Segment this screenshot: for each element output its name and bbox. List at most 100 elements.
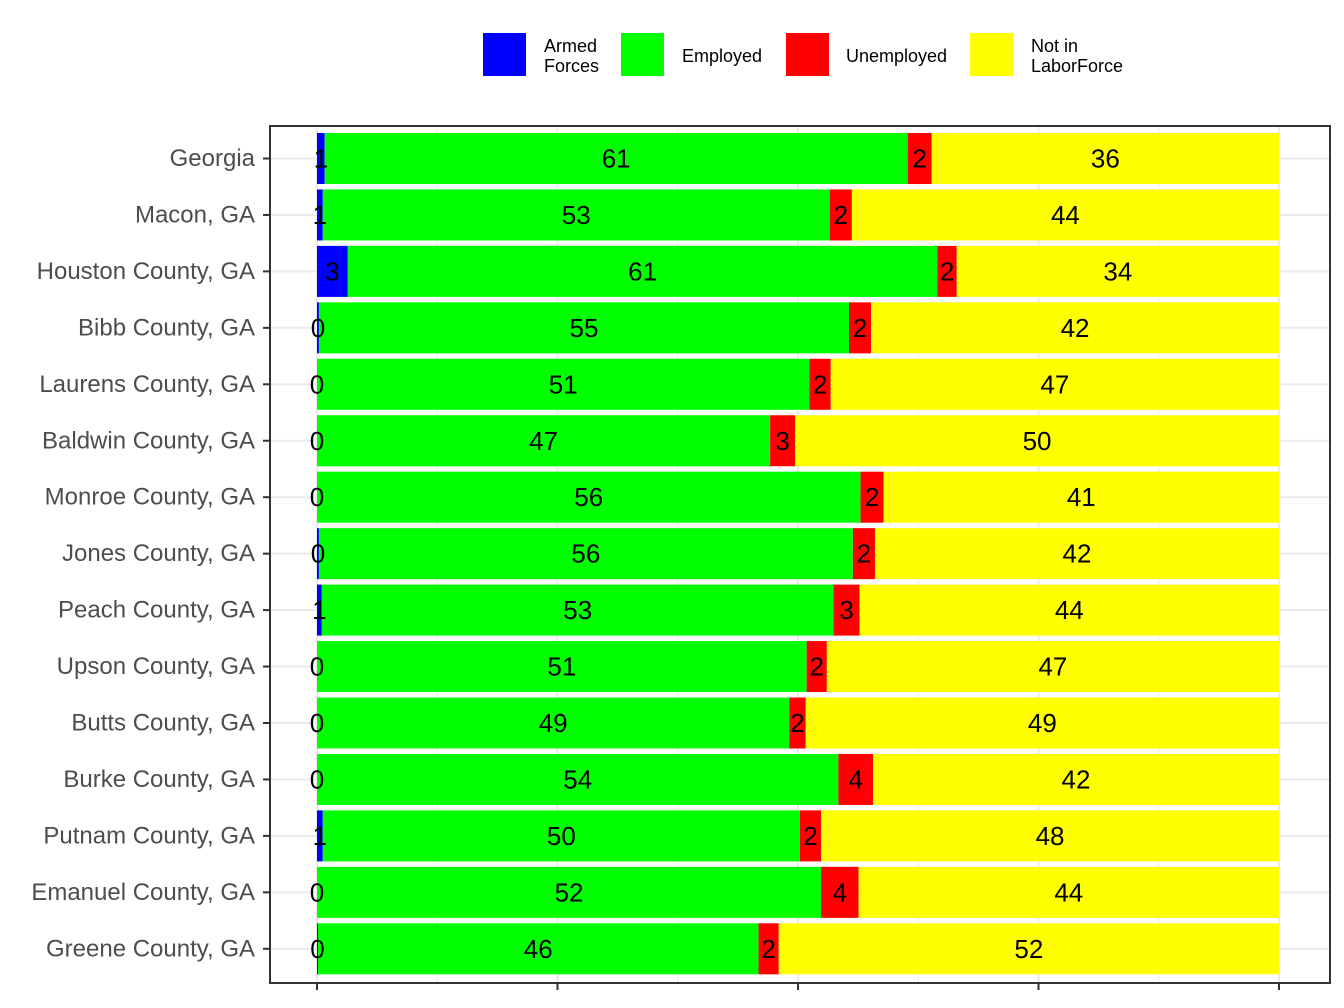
value-label-armed-forces-jones-county-ga: 0: [311, 539, 325, 569]
category-axis: Georgia Macon, GA Houston County, GA Bibb C…: [31, 145, 270, 962]
bar-unemployed-monroe-county-ga: [860, 471, 884, 523]
value-label-not-in-laborforce-upson-county-ga: 47: [1038, 652, 1067, 682]
value-label-not-in-laborforce-macon-ga: 44: [1051, 200, 1080, 230]
value-label-not-in-laborforce-georgia: 36: [1091, 144, 1120, 174]
bar-employed-houston-county-ga: [347, 245, 938, 297]
y-tick-label-bibb-county-ga: Bibb County, GA: [78, 314, 255, 341]
bar-employed-laurens-county-ga: [317, 358, 810, 410]
bar-employed-jones-county-ga: [318, 528, 853, 580]
value-label-employed-laurens-county-ga: 51: [549, 369, 578, 399]
value-label-unemployed-butts-county-ga: 2: [790, 708, 804, 738]
y-tick-label-houston-county-ga: Houston County, GA: [37, 258, 255, 285]
value-label-unemployed-monroe-county-ga: 2: [865, 482, 879, 512]
y-tick-label-monroe-county-ga: Monroe County, GA: [45, 484, 255, 511]
value-labels: 1 61 2 361 53 2 443 61 2 340 55 2 420 51 2 470 47 3 500 56 2…: [310, 144, 1133, 964]
value-label-not-in-laborforce-laurens-county-ga: 47: [1040, 369, 1069, 399]
y-tick-label-georgia: Georgia: [170, 145, 256, 172]
bar-employed-georgia: [324, 133, 908, 184]
x-axis-ticks: [316, 983, 1280, 990]
bar-employed-macon-ga: [322, 189, 830, 241]
bar-employed-upson-county-ga: [317, 641, 807, 693]
bar-not-in-laborforce-macon-ga: [851, 189, 1279, 241]
value-label-not-in-laborforce-burke-county-ga: 42: [1062, 764, 1091, 794]
value-label-employed-houston-county-ga: 61: [628, 256, 657, 286]
bar-armed-forces-bibb-county-ga: [317, 302, 319, 354]
bar-not-in-laborforce-emanuel-county-ga: [858, 866, 1279, 918]
y-tick-label-baldwin-county-ga: Baldwin County, GA: [42, 427, 255, 454]
bars: [317, 133, 1279, 975]
value-label-employed-burke-county-ga: 54: [563, 764, 592, 794]
value-label-unemployed-putnam-county-ga: 2: [803, 821, 817, 851]
y-tick-label-butts-county-ga: Butts County, GA: [71, 710, 255, 737]
value-label-armed-forces-macon-ga: 1: [313, 200, 327, 230]
bar-unemployed-greene-county-ga: [758, 923, 779, 975]
value-label-armed-forces-greene-county-ga: 0: [310, 934, 324, 964]
bar-not-in-laborforce-monroe-county-ga: [883, 471, 1279, 523]
legend-label: Forces: [544, 56, 599, 76]
bar-armed-forces-georgia: [317, 133, 325, 184]
bar-armed-forces-jones-county-ga: [317, 528, 319, 580]
value-label-not-in-laborforce-baldwin-county-ga: 50: [1023, 426, 1052, 456]
value-label-armed-forces-laurens-county-ga: 0: [310, 369, 324, 399]
bar-not-in-laborforce-georgia: [931, 133, 1279, 184]
value-label-armed-forces-putnam-county-ga: 1: [313, 821, 327, 851]
plot-panel: 1 61 2 361 53 2 443 61 2 340 55 2 420 51 2 470 47 3 500 56 2…: [269, 125, 1331, 990]
bar-employed-monroe-county-ga: [317, 471, 861, 523]
value-label-unemployed-bibb-county-ga: 2: [853, 313, 867, 343]
bar-employed-butts-county-ga: [317, 697, 790, 749]
y-tick-label-emanuel-county-ga: Emanuel County, GA: [31, 879, 255, 906]
value-label-not-in-laborforce-houston-county-ga: 34: [1103, 256, 1132, 286]
value-label-armed-forces-butts-county-ga: 0: [310, 708, 324, 738]
value-label-unemployed-laurens-county-ga: 2: [813, 369, 827, 399]
value-label-employed-peach-county-ga: 53: [563, 595, 592, 625]
value-label-employed-putnam-county-ga: 50: [547, 821, 576, 851]
value-label-not-in-laborforce-bibb-county-ga: 42: [1061, 313, 1090, 343]
bar-employed-peach-county-ga: [321, 584, 834, 636]
value-label-not-in-laborforce-jones-county-ga: 42: [1063, 539, 1092, 569]
bar-unemployed-peach-county-ga: [833, 584, 860, 636]
y-tick-label-peach-county-ga: Peach County, GA: [58, 597, 255, 624]
bar-unemployed-macon-ga: [829, 189, 852, 241]
value-label-armed-forces-bibb-county-ga: 0: [311, 313, 325, 343]
value-label-not-in-laborforce-emanuel-county-ga: 44: [1054, 877, 1083, 907]
legend-label: Armed: [544, 36, 597, 56]
value-label-not-in-laborforce-putnam-county-ga: 48: [1036, 821, 1065, 851]
y-tick-label-upson-county-ga: Upson County, GA: [57, 653, 255, 680]
bar-armed-forces-greene-county-ga: [317, 923, 318, 975]
bar-employed-baldwin-county-ga: [317, 415, 771, 467]
value-label-armed-forces-georgia: 1: [314, 144, 328, 174]
value-label-unemployed-emanuel-county-ga: 4: [833, 877, 847, 907]
value-label-unemployed-upson-county-ga: 2: [810, 652, 824, 682]
legend-label: Employed: [682, 46, 762, 66]
value-label-employed-bibb-county-ga: 55: [569, 313, 598, 343]
value-label-employed-emanuel-county-ga: 52: [555, 877, 584, 907]
bar-unemployed-baldwin-county-ga: [770, 415, 796, 467]
y-tick-label-putnam-county-ga: Putnam County, GA: [43, 822, 255, 849]
bar-not-in-laborforce-laurens-county-ga: [830, 358, 1279, 410]
value-label-armed-forces-upson-county-ga: 0: [310, 652, 324, 682]
value-label-unemployed-jones-county-ga: 2: [857, 539, 871, 569]
value-label-unemployed-burke-county-ga: 4: [848, 764, 862, 794]
value-label-not-in-laborforce-monroe-county-ga: 41: [1067, 482, 1096, 512]
legend-label: Not in: [1031, 36, 1078, 56]
bar-employed-greene-county-ga: [317, 923, 759, 975]
bar-unemployed-houston-county-ga: [937, 245, 957, 297]
bar-unemployed-upson-county-ga: [806, 641, 827, 693]
bar-armed-forces-putnam-county-ga: [317, 810, 323, 862]
y-tick-label-burke-county-ga: Burke County, GA: [63, 766, 255, 793]
bar-unemployed-putnam-county-ga: [799, 810, 822, 862]
value-label-armed-forces-peach-county-ga: 1: [312, 595, 326, 625]
value-label-armed-forces-baldwin-county-ga: 0: [310, 426, 324, 456]
legend-item-unemployed: Unemployed: [786, 33, 947, 76]
legend-label: Unemployed: [846, 46, 947, 66]
value-label-unemployed-macon-ga: 2: [834, 200, 848, 230]
value-label-employed-monroe-county-ga: 56: [574, 482, 603, 512]
value-label-armed-forces-emanuel-county-ga: 0: [310, 877, 324, 907]
value-label-employed-jones-county-ga: 56: [571, 539, 600, 569]
bar-not-in-laborforce-peach-county-ga: [859, 584, 1279, 636]
value-label-armed-forces-monroe-county-ga: 0: [310, 482, 324, 512]
value-label-employed-macon-ga: 53: [562, 200, 591, 230]
